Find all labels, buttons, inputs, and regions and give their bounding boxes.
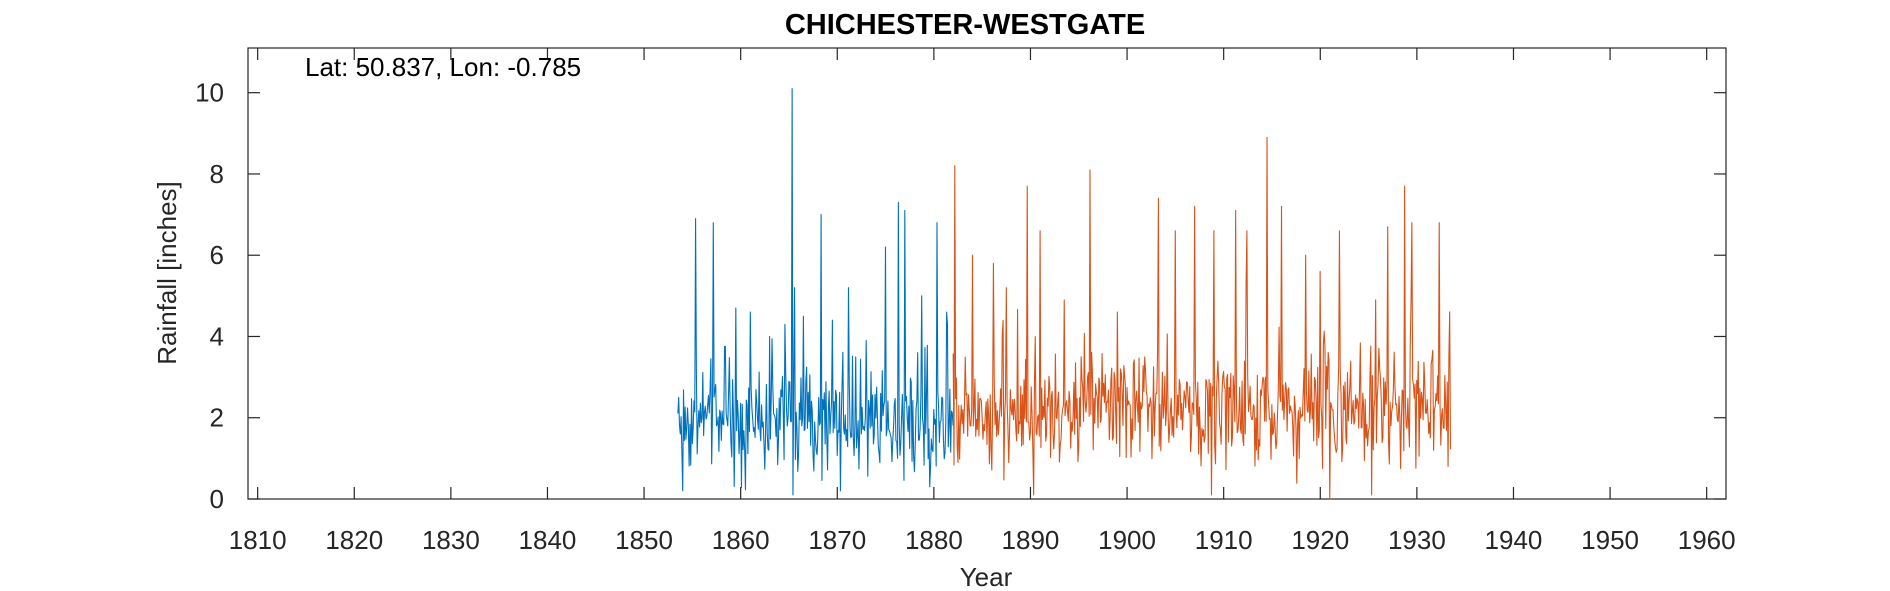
x-tick-label: 1950 [1581,525,1639,555]
location-annotation: Lat: 50.837, Lon: -0.785 [305,52,581,82]
x-tick-label: 1940 [1485,525,1543,555]
axes-box [247,47,1727,500]
x-axis-label: Year [960,562,1013,591]
x-tick-label: 1860 [712,525,770,555]
series-layer [677,88,1452,500]
x-tick-label: 1890 [1002,525,1060,555]
x-tick-label: 1870 [808,525,866,555]
series-line-1 [677,88,954,496]
chart-title: CHICHESTER-WESTGATE [785,9,1145,41]
x-tick-label: 1820 [325,525,383,555]
x-ticks: 1810 1820 1830 1840 1850 1860 1870 1880 1890 1900… [229,48,1736,555]
series-line-2 [952,136,1452,500]
x-tick-label: 1920 [1291,525,1349,555]
x-tick-label: 1850 [615,525,673,555]
y-ticks: 0 2 4 6 8 10 [195,78,1726,514]
y-tick-label: 4 [210,321,224,351]
x-tick-label: 1900 [1098,525,1156,555]
x-tick-label: 1880 [905,525,963,555]
x-tick-label: 1930 [1388,525,1446,555]
plot-area: 1810 1820 1830 1840 1850 1860 1870 1880 1890 1900… [195,47,1736,555]
y-axis-label: Rainfall [inches] [152,181,182,365]
x-tick-label: 1960 [1678,525,1736,555]
x-tick-label: 1810 [229,525,287,555]
y-tick-label: 2 [210,403,224,433]
x-tick-label: 1830 [422,525,480,555]
x-tick-label: 1910 [1195,525,1253,555]
y-tick-label: 0 [210,484,224,514]
y-tick-label: 6 [210,240,224,270]
y-tick-label: 8 [210,159,224,189]
x-tick-label: 1840 [519,525,577,555]
y-tick-label: 10 [195,78,224,108]
